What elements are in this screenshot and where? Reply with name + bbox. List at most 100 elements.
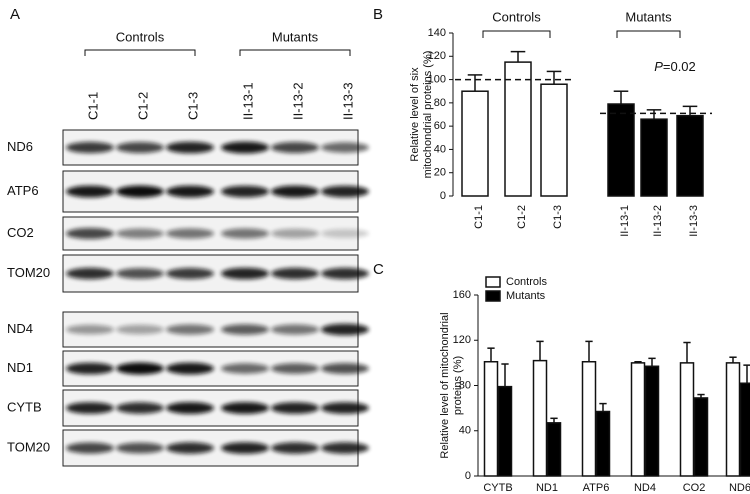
- x-tick-label: II-13-1: [619, 205, 631, 237]
- band: [66, 362, 114, 375]
- band: [321, 323, 369, 336]
- bar: [644, 365, 660, 477]
- x-tick-label: II-13-2: [652, 205, 664, 237]
- band: [321, 267, 369, 280]
- band: [116, 268, 164, 279]
- protein-label: ND4: [7, 321, 33, 336]
- band: [166, 442, 214, 454]
- bar: [546, 422, 562, 477]
- band: [66, 267, 114, 280]
- band: [66, 402, 114, 414]
- lane-label: II-13-1: [240, 82, 255, 120]
- y-tick-label: 100: [428, 73, 446, 85]
- band: [166, 362, 214, 375]
- x-tick-label: ND1: [536, 482, 558, 494]
- group-label: Controls: [116, 29, 165, 44]
- panel-label: B: [373, 6, 383, 23]
- protein-label: CO2: [7, 225, 34, 240]
- band: [116, 442, 164, 454]
- x-tick-label: ND6: [729, 482, 750, 494]
- y-tick-label: 120: [428, 50, 446, 62]
- band: [271, 228, 319, 239]
- bracket: [239, 49, 351, 56]
- y-axis-label: Relative level of six: [409, 67, 421, 162]
- bar: [504, 61, 532, 197]
- band: [66, 185, 114, 198]
- band: [66, 141, 114, 154]
- lane-label: II-13-2: [290, 82, 305, 120]
- group-label: Controls: [492, 9, 541, 24]
- y-tick-label: 20: [434, 167, 446, 179]
- bar: [676, 114, 704, 197]
- band: [271, 363, 319, 374]
- band: [271, 185, 319, 198]
- x-tick-label: II-13-3: [688, 205, 700, 237]
- p-value-part: P: [654, 59, 663, 74]
- y-tick-label: 0: [440, 190, 446, 202]
- x-tick-label: C1-3: [552, 205, 564, 229]
- group-label: Mutants: [625, 9, 672, 24]
- band: [166, 324, 214, 335]
- band: [271, 142, 319, 153]
- band: [221, 141, 269, 154]
- x-tick-label: CYTB: [483, 482, 512, 494]
- bar: [532, 359, 548, 477]
- band: [66, 228, 114, 239]
- lane-label: II-13-3: [340, 82, 355, 120]
- band: [116, 142, 164, 153]
- band: [66, 324, 114, 335]
- band: [166, 228, 214, 239]
- p-value-part: =0.02: [663, 59, 696, 74]
- legend-label: Controls: [506, 276, 547, 288]
- band: [221, 442, 269, 454]
- protein-label: CYTB: [7, 399, 42, 414]
- x-tick-label: ND4: [634, 482, 656, 494]
- bar: [725, 362, 741, 477]
- x-tick-label: CO2: [683, 482, 706, 494]
- y-axis-label: mitochondrial proteins (%): [422, 51, 434, 179]
- legend-swatch: [485, 290, 501, 302]
- group-label: Mutants: [272, 29, 319, 44]
- band: [221, 228, 269, 239]
- band: [321, 402, 369, 414]
- y-tick-label: 80: [434, 97, 446, 109]
- protein-label: ND1: [7, 360, 33, 375]
- bar: [581, 360, 597, 477]
- band: [221, 402, 269, 414]
- band: [116, 228, 164, 239]
- y-tick-label: 80: [459, 379, 471, 391]
- lane-label: C1-1: [85, 92, 100, 120]
- band: [116, 324, 164, 335]
- band: [271, 402, 319, 414]
- legend-label: Mutants: [506, 290, 546, 302]
- band: [321, 142, 369, 153]
- band: [221, 363, 269, 374]
- protein-label: TOM20: [7, 439, 50, 454]
- lane-label: C1-3: [185, 92, 200, 120]
- bar: [595, 410, 611, 477]
- bar: [483, 360, 499, 477]
- bar: [540, 83, 568, 197]
- protein-label: TOM20: [7, 265, 50, 280]
- band: [166, 185, 214, 198]
- band: [66, 442, 114, 454]
- y-tick-label: 40: [459, 425, 471, 437]
- bar: [739, 382, 750, 477]
- bar: [497, 385, 513, 477]
- lane-label: C1-2: [135, 92, 150, 120]
- protein-label: ATP6: [7, 183, 39, 198]
- panel-label: A: [10, 6, 20, 23]
- band: [221, 267, 269, 280]
- band: [321, 363, 369, 374]
- y-axis-label: proteins (%): [452, 356, 464, 415]
- band: [116, 362, 164, 375]
- band: [271, 267, 319, 280]
- band: [271, 442, 319, 454]
- band: [166, 267, 214, 280]
- bar: [679, 362, 695, 477]
- band: [321, 442, 369, 454]
- band: [321, 185, 369, 198]
- band: [116, 402, 164, 414]
- p-value: P=0.02: [654, 59, 696, 74]
